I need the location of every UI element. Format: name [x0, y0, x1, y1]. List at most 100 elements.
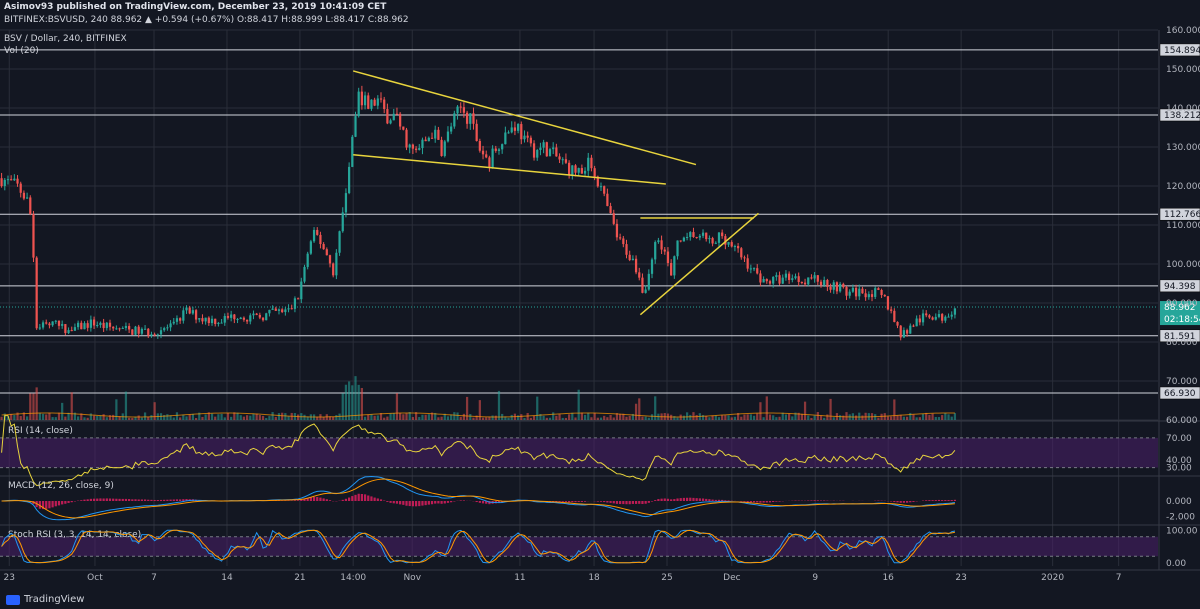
macd-histogram-bar	[928, 500, 931, 501]
volume-bar	[740, 416, 743, 420]
volume-bar	[676, 417, 679, 420]
volume-bar	[172, 417, 175, 420]
candle-body	[536, 149, 539, 158]
tradingview-brand[interactable]: TradingView	[6, 594, 84, 605]
macd-histogram-bar	[105, 498, 108, 501]
candle-body	[497, 149, 501, 151]
volume-label[interactable]: Vol (20)	[4, 46, 39, 56]
candle-body	[883, 295, 886, 297]
macd-histogram-bar	[392, 501, 395, 504]
macd-histogram-bar	[609, 501, 612, 503]
candle-body	[242, 317, 246, 320]
candle-body	[322, 244, 325, 250]
volume-bar	[788, 413, 791, 420]
candle-body	[102, 322, 105, 329]
candle-body	[941, 314, 944, 321]
candle-body	[845, 287, 848, 296]
candle-body	[925, 313, 928, 316]
volume-bar	[194, 417, 198, 420]
candle-body	[118, 328, 121, 330]
candle-body	[430, 137, 434, 139]
macd-histogram-bar	[140, 499, 143, 501]
volume-bar	[953, 413, 957, 420]
volume-bar	[242, 416, 246, 420]
macd-histogram-bar	[682, 497, 686, 501]
candle-body	[472, 113, 475, 124]
volume-bar	[6, 416, 10, 420]
candle-body	[427, 137, 430, 142]
volume-bar	[931, 413, 934, 420]
macd-histogram-bar	[80, 500, 83, 501]
macd-histogram-bar	[446, 501, 450, 503]
macd-histogram-bar	[143, 499, 147, 501]
candle-body	[319, 234, 322, 245]
candle-body	[893, 310, 896, 322]
candle-body	[453, 113, 456, 127]
volume-bar	[207, 412, 210, 420]
candle-body	[660, 240, 663, 250]
candle-body	[252, 313, 255, 316]
macd-histogram-bar	[909, 501, 912, 503]
candle-body	[583, 170, 587, 174]
candle-body	[201, 318, 204, 322]
volume-bar	[733, 416, 737, 420]
level-label-box	[1159, 108, 1200, 122]
trendlines	[352, 70, 759, 316]
candle-body	[86, 323, 89, 328]
candle-body	[478, 141, 481, 151]
volume-bar	[76, 416, 80, 420]
volume-bar	[485, 417, 488, 420]
volume-bar	[937, 417, 941, 420]
volume-bar	[915, 417, 918, 420]
candle-body	[89, 319, 92, 328]
macd-histogram-bar	[316, 497, 319, 501]
volume-bar	[459, 416, 462, 420]
candle-body	[899, 325, 902, 338]
macd-histogram-bar	[705, 498, 708, 501]
symbol-ohlc-line: BITFINEX:BSVUSD, 240 88.962 ▲ +0.594 (+0…	[4, 15, 409, 25]
volume-bar	[469, 413, 472, 420]
macd-histogram-bar	[351, 496, 354, 501]
tradingview-logo-icon	[6, 594, 20, 605]
price-tick-label: 60.000	[1166, 416, 1198, 426]
candle-body	[159, 330, 163, 335]
candle-body	[950, 314, 953, 317]
macd-histogram-bar	[395, 501, 399, 504]
volume-bar	[944, 413, 947, 420]
level-label: 112.766	[1164, 210, 1200, 220]
candle-body	[469, 113, 472, 124]
countdown-label: 02:18:54	[1164, 315, 1200, 325]
candle-body	[115, 328, 118, 330]
symbol-label[interactable]: BSV / Dollar, 240, BITFINEX	[4, 34, 127, 44]
candle-body	[185, 307, 188, 311]
candle-body	[666, 251, 670, 264]
candle-body	[45, 322, 48, 324]
volume-bar	[721, 415, 724, 420]
candle-body	[762, 279, 765, 283]
indicator-tick-label: 0.00	[1166, 559, 1186, 569]
volume-bar	[912, 414, 915, 420]
candle-body	[587, 157, 590, 171]
candle-body	[166, 327, 169, 329]
macd-histogram-bar	[96, 498, 99, 501]
candle-body	[839, 283, 842, 292]
volume-bar	[249, 415, 252, 420]
volume-bar	[625, 416, 628, 420]
candle-body	[143, 328, 147, 330]
volume-bar	[67, 412, 70, 420]
macd-histogram-bar	[411, 501, 415, 507]
volume-bar	[265, 417, 268, 420]
candle-body	[134, 326, 137, 335]
macd-histogram-bar	[373, 497, 376, 501]
candle-body	[877, 288, 880, 290]
candle-body	[842, 283, 845, 288]
candle-body	[194, 310, 198, 320]
candle-body	[376, 98, 379, 106]
volume-bar	[472, 417, 475, 420]
candle-body	[568, 162, 571, 175]
volume-bar	[150, 415, 153, 420]
candle-body	[41, 322, 45, 328]
macd-histogram-bar	[41, 501, 45, 510]
candle-body	[268, 309, 271, 314]
